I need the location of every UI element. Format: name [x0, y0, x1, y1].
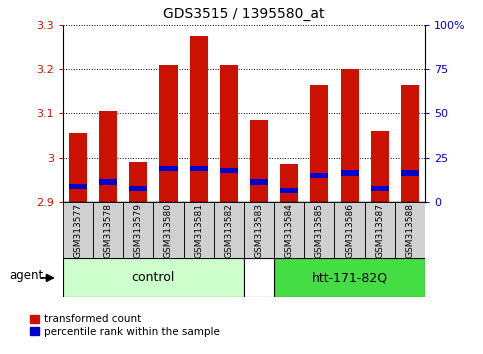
Bar: [189, 166, 208, 171]
Bar: [213, 202, 244, 258]
Bar: [154, 202, 184, 258]
Title: GDS3515 / 1395580_at: GDS3515 / 1395580_at: [163, 7, 325, 21]
Bar: [280, 164, 298, 202]
Bar: [244, 258, 274, 297]
Bar: [99, 179, 117, 184]
Text: GSM313587: GSM313587: [375, 202, 384, 258]
Text: GSM313577: GSM313577: [73, 202, 83, 258]
Text: control: control: [132, 272, 175, 284]
Text: GSM313585: GSM313585: [315, 202, 324, 258]
Text: GSM313582: GSM313582: [224, 202, 233, 258]
Bar: [129, 162, 147, 202]
Bar: [274, 258, 425, 297]
Bar: [244, 202, 274, 258]
Bar: [63, 258, 244, 297]
Bar: [371, 186, 389, 191]
Text: GSM313584: GSM313584: [284, 202, 294, 258]
Bar: [401, 85, 419, 202]
Text: GSM313578: GSM313578: [103, 202, 113, 258]
Text: GSM313580: GSM313580: [164, 202, 173, 258]
Bar: [365, 202, 395, 258]
Bar: [250, 120, 268, 202]
Text: GSM313588: GSM313588: [405, 202, 414, 258]
Bar: [99, 111, 117, 202]
Bar: [159, 64, 178, 202]
Bar: [274, 202, 304, 258]
Bar: [341, 170, 358, 176]
Bar: [189, 36, 208, 202]
Bar: [395, 202, 425, 258]
Bar: [69, 133, 87, 202]
Bar: [220, 64, 238, 202]
Text: htt-171-82Q: htt-171-82Q: [312, 272, 388, 284]
Legend: transformed count, percentile rank within the sample: transformed count, percentile rank withi…: [29, 313, 221, 338]
Text: GSM313586: GSM313586: [345, 202, 354, 258]
Bar: [129, 186, 147, 191]
Text: GSM313581: GSM313581: [194, 202, 203, 258]
Bar: [304, 202, 334, 258]
Bar: [311, 172, 328, 178]
Bar: [184, 202, 213, 258]
Bar: [159, 166, 178, 171]
Text: GSM313579: GSM313579: [134, 202, 143, 258]
Bar: [334, 202, 365, 258]
Bar: [93, 202, 123, 258]
Bar: [371, 131, 389, 202]
Bar: [123, 202, 154, 258]
Bar: [69, 184, 87, 189]
Bar: [311, 85, 328, 202]
Bar: [401, 170, 419, 176]
Bar: [280, 188, 298, 193]
Bar: [220, 168, 238, 173]
Bar: [250, 179, 268, 184]
Text: GSM313583: GSM313583: [255, 202, 264, 258]
Bar: [341, 69, 358, 202]
Text: agent: agent: [10, 269, 43, 282]
Bar: [63, 202, 93, 258]
